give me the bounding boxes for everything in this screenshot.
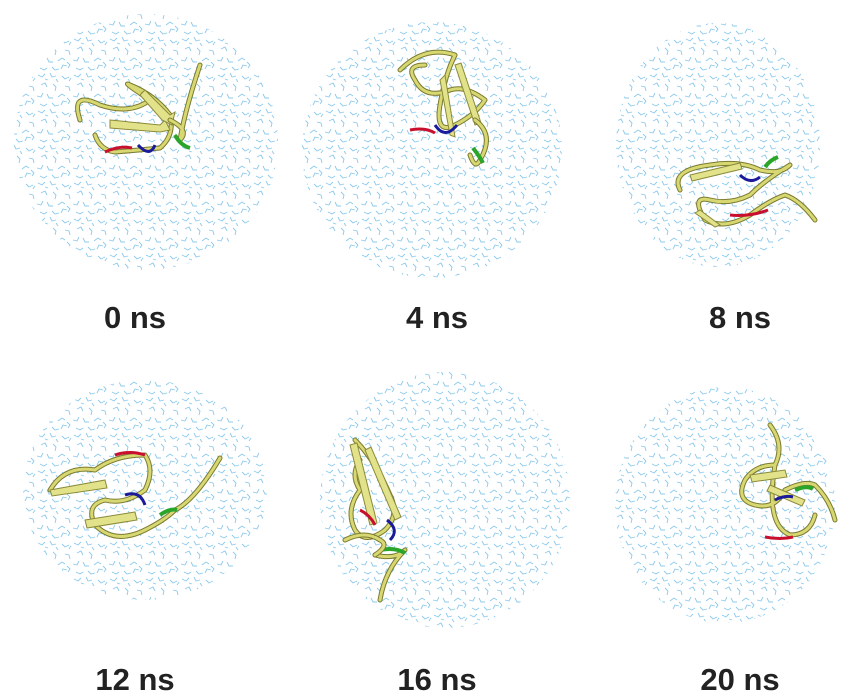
time-label: 20 ns — [700, 662, 779, 696]
water-box — [616, 23, 820, 267]
water-box — [14, 14, 278, 270]
water-box — [320, 372, 570, 628]
time-label: 4 ns — [406, 300, 468, 335]
time-label: 12 ns — [95, 662, 174, 696]
time-label: 0 ns — [104, 300, 166, 335]
time-label: 16 ns — [397, 662, 476, 696]
time-label: 8 ns — [709, 300, 771, 335]
figure: 0 ns 4 ns 8 ns 12 ns 16 ns 20 ns — [0, 0, 862, 696]
water-box — [302, 22, 562, 278]
